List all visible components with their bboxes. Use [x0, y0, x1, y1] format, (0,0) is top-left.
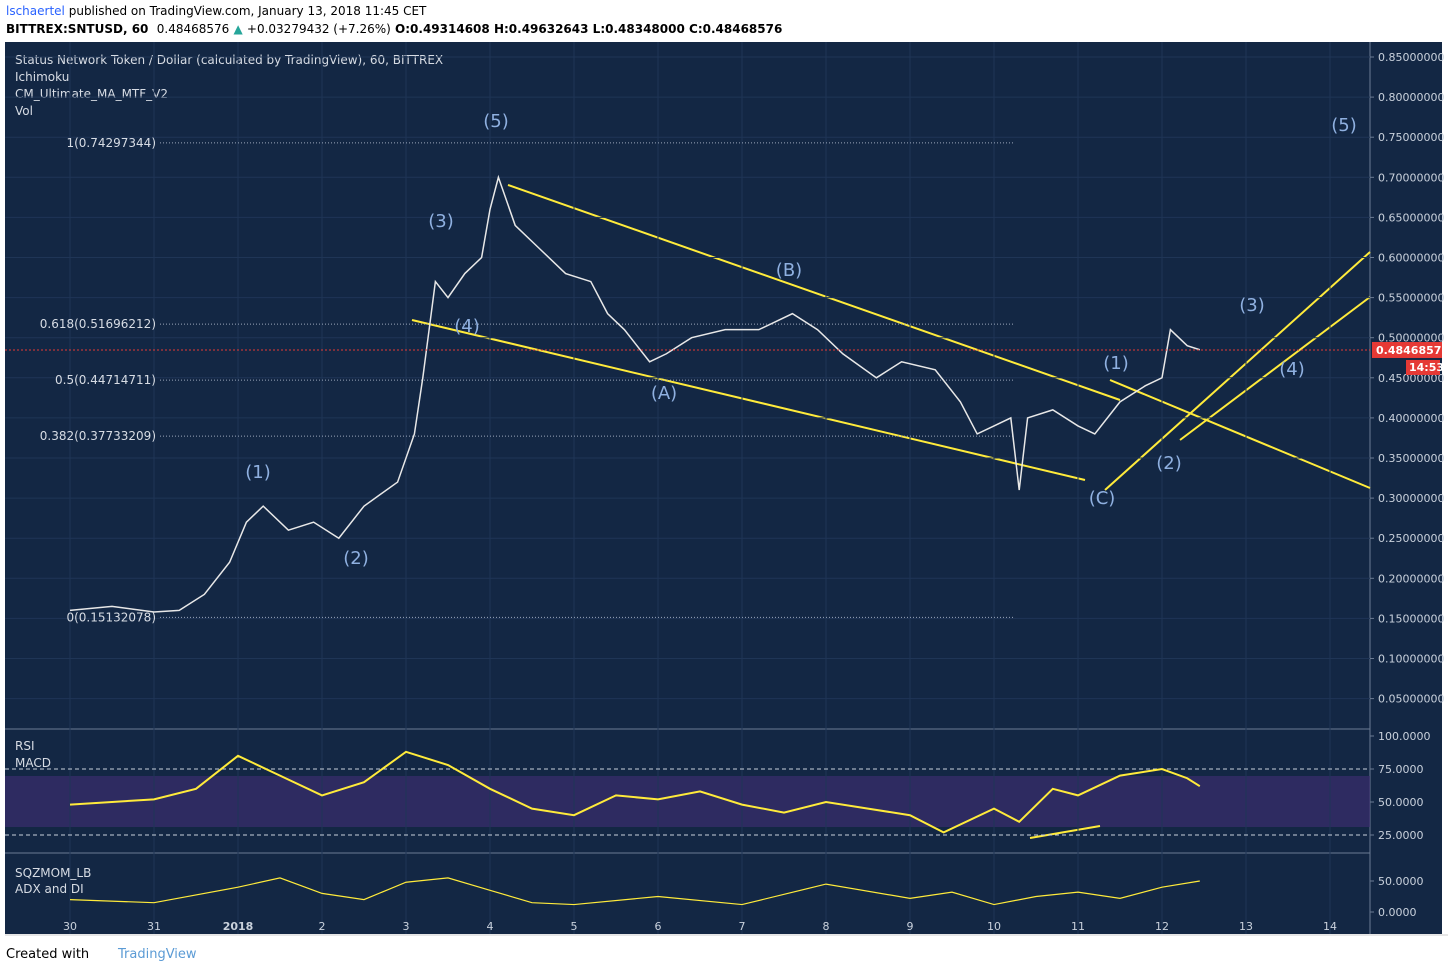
wave-label: (2): [343, 548, 369, 569]
y-tick-label: 0.55000000: [1378, 292, 1444, 305]
x-tick-label: 2: [319, 920, 326, 933]
y-tick-label: 0.20000000: [1378, 572, 1444, 585]
wave-label: (3): [428, 211, 454, 232]
y-tick-label: 0.25000000: [1378, 532, 1444, 545]
x-tick-label: 11: [1071, 920, 1085, 933]
x-tick-label: 5: [571, 920, 578, 933]
quote-line: BITTREX:SNTUSD, 60 0.48468576 ▲ +0.03279…: [6, 22, 783, 36]
y-tick-label: 0.85000000: [1378, 51, 1444, 64]
chart: Created with TradingView Status Network …: [5, 42, 1448, 962]
trend-lines: [411, 184, 1371, 839]
y-tick-label: 0.60000000: [1378, 252, 1444, 265]
y-tick-label: 0.80000000: [1378, 91, 1444, 104]
y-tick-label: 75.0000: [1378, 763, 1424, 776]
legend-item: Vol: [15, 104, 33, 118]
x-tick-label: 2018: [223, 920, 254, 933]
fib-label: 0.618(0.51696212): [40, 317, 156, 331]
x-tick-label: 14: [1323, 920, 1337, 933]
adx-line: [69, 877, 1200, 906]
fib-label: 1(0.74297344): [66, 136, 156, 150]
y-tick-label: 0.45000000: [1378, 372, 1444, 385]
publish-line: lschaertel published on TradingView.com,…: [6, 4, 426, 18]
x-tick-label: 8: [823, 920, 830, 933]
footer-created: Created with: [6, 947, 89, 962]
y-tick-label: 100.0000: [1378, 730, 1431, 743]
y-tick-label: 0.40000000: [1378, 412, 1444, 425]
wave-label: (5): [1331, 115, 1357, 136]
x-tick-label: 6: [655, 920, 662, 933]
legend-item: Ichimoku: [15, 70, 69, 84]
fib-label: 0.5(0.44714711): [55, 373, 156, 387]
countdown-badge: [1406, 359, 1440, 375]
pane-label: ADX and DI: [15, 882, 84, 896]
y-tick-label: 0.75000000: [1378, 131, 1444, 144]
last-price-badge: [1372, 341, 1442, 358]
y-tick-label: 0.15000000: [1378, 612, 1444, 625]
y-tick-label: 25.0000: [1378, 829, 1424, 842]
y-tick-label: 50.0000: [1378, 875, 1424, 888]
y-tick-label: 0.0000: [1378, 906, 1417, 919]
close: C:0.48468576: [689, 22, 783, 36]
pane-label: SQZMOM_LB: [15, 866, 91, 880]
y-tick-label: 0.70000000: [1378, 171, 1444, 184]
y-tick-label: 0.65000000: [1378, 211, 1444, 224]
x-tick-label: 13: [1239, 920, 1253, 933]
fib-label: 0(0.15132078): [66, 610, 156, 624]
wave-label: (1): [1103, 353, 1129, 374]
legend-item: Status Network Token / Dollar (calculate…: [15, 53, 443, 67]
x-tick-label: 3: [403, 920, 410, 933]
y-tick-label: 0.35000000: [1378, 452, 1444, 465]
y-tick-label: 0.05000000: [1378, 693, 1444, 706]
wave-label: (3): [1239, 295, 1265, 316]
wave-label: (1): [245, 462, 271, 483]
y-tick-label: 0.30000000: [1378, 492, 1444, 505]
x-tick-label: 10: [987, 920, 1001, 933]
open: O:0.49314608: [395, 22, 490, 36]
author[interactable]: lschaertel: [6, 4, 65, 18]
y-tick-label: 50.0000: [1378, 796, 1424, 809]
y-tick-label: 0.50000000: [1378, 332, 1444, 345]
legend-item: CM_Ultimate_MA_MTF_V2: [15, 87, 168, 101]
pane-label: MACD: [15, 756, 51, 770]
x-tick-label: 31: [147, 920, 161, 933]
fib-label: 0.382(0.37733209): [40, 429, 156, 443]
x-tick-label: 4: [487, 920, 494, 933]
low: L:0.48348000: [592, 22, 685, 36]
x-tick-label: 12: [1155, 920, 1169, 933]
high: H:0.49632643: [493, 22, 589, 36]
countdown: 14:53: [1409, 361, 1444, 374]
last: 0.48468576: [156, 22, 230, 36]
y-tick-label: 0.10000000: [1378, 653, 1444, 666]
x-tick-label: 7: [739, 920, 746, 933]
wave-label: (4): [454, 316, 480, 337]
last-price-label: 0.48468576: [1376, 344, 1448, 357]
wave-label: (2): [1156, 453, 1182, 474]
rsi-line: [69, 750, 1201, 834]
pane-label: RSI: [15, 739, 35, 753]
published: published on TradingView.com, January 13…: [68, 4, 427, 18]
price-line: [69, 174, 1201, 613]
symbol: BITTREX:SNTUSD, 60: [6, 22, 149, 36]
x-tick-label: 30: [63, 920, 77, 933]
wave-label: (B): [776, 260, 802, 281]
wave-label: (4): [1279, 359, 1305, 380]
wave-label: (A): [651, 383, 677, 404]
rsi-band: [5, 776, 1370, 827]
footer-brand[interactable]: TradingView: [117, 947, 197, 962]
x-tick-label: 9: [907, 920, 914, 933]
wave-label: (5): [483, 111, 509, 132]
wave-label: (C): [1089, 488, 1116, 509]
change: +0.03279432 (+7.26%): [246, 22, 391, 36]
